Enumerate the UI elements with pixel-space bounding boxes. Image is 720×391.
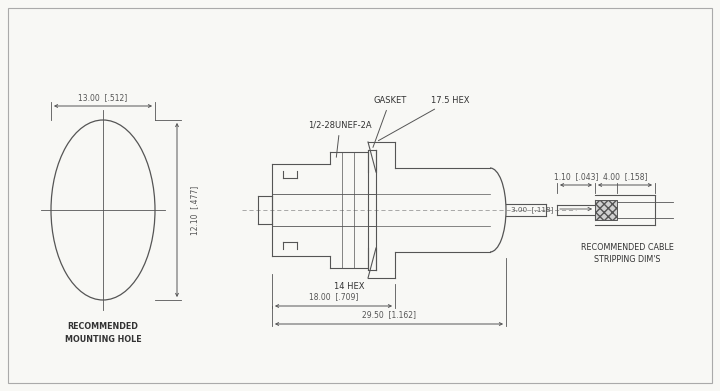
Text: 3.00  [.118]: 3.00 [.118] (510, 206, 553, 213)
Text: 17.5 HEX: 17.5 HEX (379, 96, 469, 141)
Text: 14 HEX: 14 HEX (334, 282, 364, 291)
Text: 12.10  [.477]: 12.10 [.477] (191, 185, 199, 235)
Text: GASKET: GASKET (373, 96, 407, 147)
Text: 13.00  [.512]: 13.00 [.512] (78, 93, 127, 102)
Text: 4.00  [.158]: 4.00 [.158] (603, 172, 647, 181)
Text: 1.10  [.043]: 1.10 [.043] (554, 172, 598, 181)
Text: RECOMMENDED
MOUNTING HOLE: RECOMMENDED MOUNTING HOLE (65, 322, 141, 344)
Text: 29.50  [1.162]: 29.50 [1.162] (362, 310, 416, 319)
Text: 1/2-28UNEF-2A: 1/2-28UNEF-2A (308, 121, 372, 157)
Text: RECOMMENDED CABLE
STRIPPING DIM'S: RECOMMENDED CABLE STRIPPING DIM'S (580, 243, 673, 264)
Text: 18.00  [.709]: 18.00 [.709] (309, 292, 358, 301)
Bar (595, 200, 617, 220)
